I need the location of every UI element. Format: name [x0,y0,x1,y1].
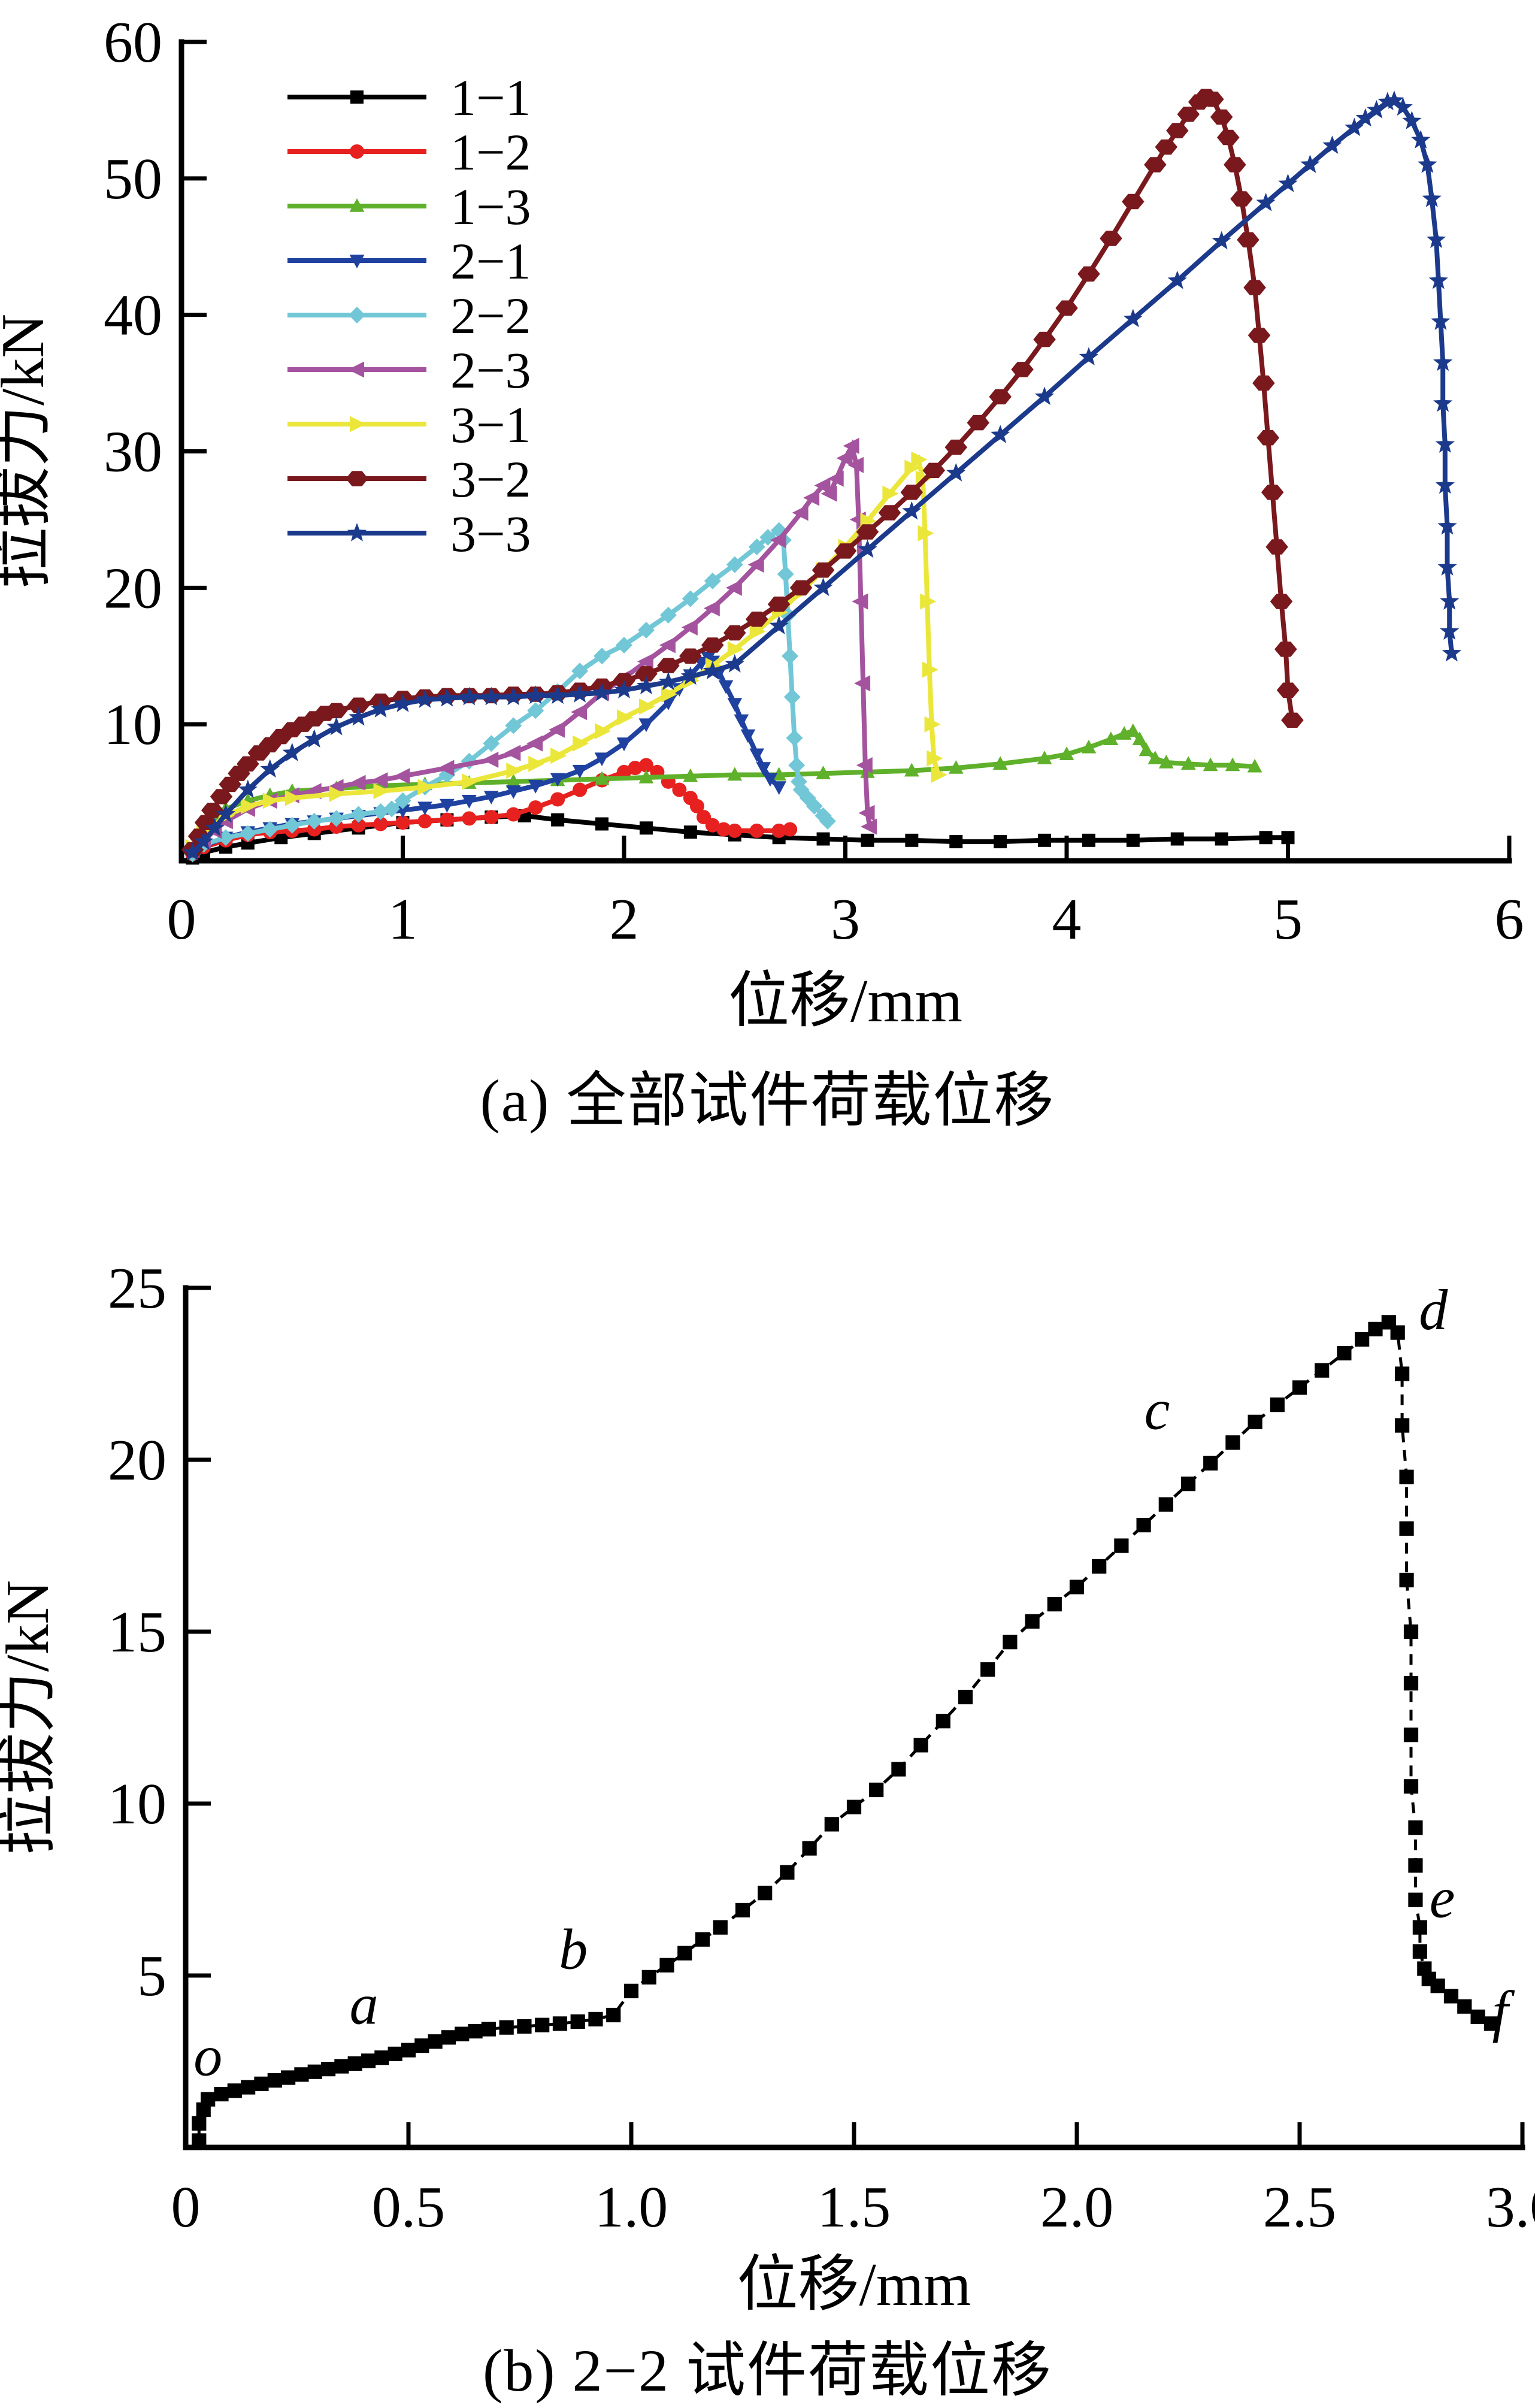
svg-text:2.0: 2.0 [1040,2175,1114,2240]
svg-text:3: 3 [831,887,860,952]
legend-item-3−2: 3−2 [287,450,531,508]
legend-item-1−1: 1−1 [287,69,531,126]
svg-text:2−2: 2−2 [450,287,531,344]
svg-text:3−1: 3−1 [450,396,531,453]
legend-item-2−3: 2−3 [287,341,531,399]
legend-item-2−1: 2−1 [287,232,531,290]
chart-a: 0 1 2 3 4 5 6 10 20 30 40 50 60 位移/mm 拉拔力/kN 1−1 1−2 1−3 2… [0,0,1535,1198]
tick-marks-b [186,1285,1525,2147]
y-axis-label-b: 拉拔力/kN [0,1580,62,1855]
point-label-f: f [1492,1979,1515,2043]
chart-a-caption: (a) 全部试件荷载位移 [480,1067,1055,1134]
legend: 1−11−21−32−12−22−33−13−23−3 [287,69,531,562]
svg-text:25: 25 [108,1256,166,1321]
svg-text:2: 2 [610,887,639,952]
point-label-d: d [1419,1278,1448,1342]
svg-text:0: 0 [171,2175,201,2240]
svg-text:2−1: 2−1 [450,232,531,290]
svg-text:2.5: 2.5 [1263,2175,1337,2240]
tick-labels-a: 0 1 2 3 4 5 6 10 20 30 40 50 60 [104,10,1524,952]
chart-b: 0 0.5 1.0 1.5 2.0 2.5 3.0 5 10 15 20 25 位移/mm 拉拔力/kN o… [0,1198,1535,2406]
svg-text:0: 0 [167,887,196,952]
tick-marks-a [181,40,1512,861]
legend-item-1−2: 1−2 [287,123,531,181]
svg-text:1.5: 1.5 [818,2175,891,2240]
point-label-e: e [1430,1865,1455,1929]
svg-text:5: 5 [137,1944,166,2008]
svg-text:10: 10 [104,692,162,757]
axes-b [183,1285,1525,2150]
x-axis-label-b: 位移/mm [737,2251,971,2319]
point-label-c: c [1145,1377,1170,1441]
svg-text:4: 4 [1052,887,1082,952]
svg-text:50: 50 [104,147,162,211]
svg-text:1.0: 1.0 [595,2175,668,2240]
svg-text:1−2: 1−2 [450,123,531,181]
chart-b-caption: (b) 2−2 试件荷载位移 [483,2337,1052,2404]
svg-text:2−3: 2−3 [450,341,531,399]
svg-text:5: 5 [1273,887,1303,952]
point-label-b: b [559,1917,588,1982]
y-axis-label-a: 拉拔力/kN [0,314,57,589]
svg-text:20: 20 [108,1428,166,1493]
svg-text:15: 15 [108,1600,166,1665]
svg-text:0.5: 0.5 [372,2175,446,2240]
svg-text:30: 30 [104,420,162,485]
svg-text:3−3: 3−3 [450,505,531,562]
legend-item-3−3: 3−3 [287,505,531,562]
series-3−3 [183,90,1462,861]
legend-item-1−3: 1−3 [287,178,531,235]
svg-text:40: 40 [104,283,162,348]
point-label-a: a [350,1972,379,2036]
legend-item-3−1: 3−1 [287,396,531,453]
x-axis-label-a: 位移/mm [728,967,962,1035]
svg-text:3.0: 3.0 [1486,2175,1535,2240]
chart-a-canvas: 0 1 2 3 4 5 6102030405060位移/mm拉拔力/kN1−11−21−32… [0,10,1524,1035]
svg-text:3−2: 3−2 [450,450,531,508]
svg-text:6: 6 [1495,887,1524,952]
legend-item-2−2: 2−2 [287,287,531,344]
svg-text:1−3: 1−3 [450,178,531,235]
tick-labels-b: 0 0.5 1.0 1.5 2.0 2.5 3.0 5 10 15 20 25 [108,1256,1535,2240]
svg-text:1−1: 1−1 [450,69,531,126]
series-2−2 [184,522,836,863]
series-1−2 [185,758,798,861]
svg-text:1: 1 [388,887,417,952]
svg-text:60: 60 [104,10,162,75]
chart-b-canvas: 0 0.5 1.0 1.5 2.0 2.5 3.0 5 10 15 20 25 位移/mm 拉拔力/kN o… [0,1256,1535,2319]
series-2−2 [192,1315,1499,2148]
svg-text:10: 10 [108,1772,166,1837]
point-label-o: o [193,2023,222,2088]
svg-text:20: 20 [104,556,162,621]
